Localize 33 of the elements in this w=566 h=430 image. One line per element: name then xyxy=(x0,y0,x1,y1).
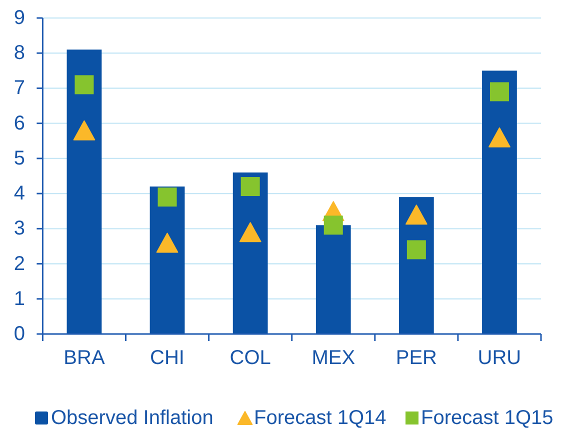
x-tick-label: MEX xyxy=(312,347,356,369)
y-tick-label: 1 xyxy=(14,288,25,310)
point xyxy=(490,82,509,102)
y-tick-label: 7 xyxy=(14,77,25,100)
point xyxy=(488,127,510,148)
point xyxy=(156,232,178,253)
point xyxy=(405,204,428,225)
y-tick-label: 5 xyxy=(14,147,25,170)
point xyxy=(73,120,96,140)
legend-label: Forecast 1Q15 xyxy=(421,407,554,429)
x-tick-label: BRA xyxy=(64,347,106,369)
y-tick-label: 0 xyxy=(14,323,25,345)
y-tick-label: 4 xyxy=(14,182,25,205)
point xyxy=(240,177,260,196)
legend-label: Observed Inflation xyxy=(51,407,214,429)
point xyxy=(158,188,177,207)
x-tick-label: PER xyxy=(396,347,437,369)
point xyxy=(324,216,343,235)
y-tick-label: 3 xyxy=(14,218,25,240)
x-tick-label: URU xyxy=(478,347,522,369)
y-tick-label: 9 xyxy=(14,7,25,29)
y-tick-label: 6 xyxy=(14,112,25,134)
bar xyxy=(66,50,102,334)
x-tick-label: CHI xyxy=(150,347,184,369)
bar xyxy=(482,70,517,334)
point xyxy=(74,75,94,94)
legend-label: Forecast 1Q14 xyxy=(254,407,386,429)
bar xyxy=(316,225,351,334)
point xyxy=(406,240,426,260)
point xyxy=(239,222,262,242)
x-tick-label: COL xyxy=(230,347,271,369)
y-tick-label: 2 xyxy=(14,252,25,275)
y-tick-label: 8 xyxy=(14,42,25,64)
